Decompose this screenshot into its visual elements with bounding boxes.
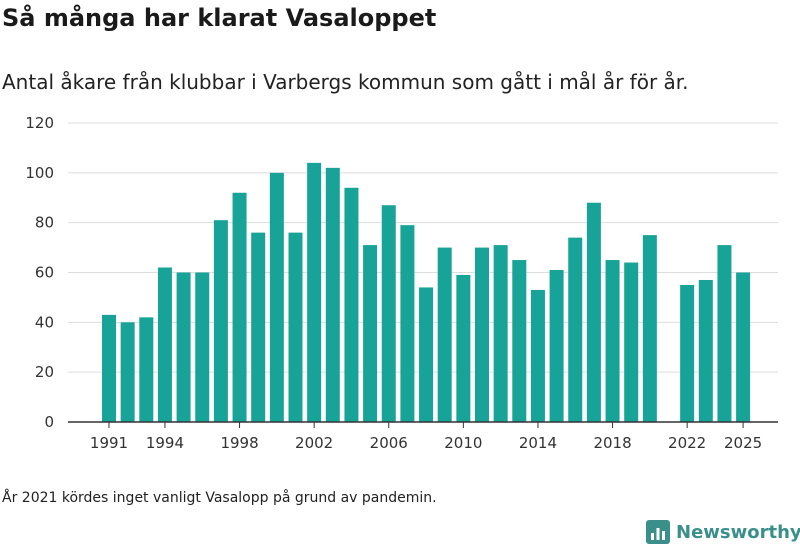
bar-chart: 0 20 40 60 80 100 120 1991 1994 1998 2002 2006 2010 2… xyxy=(25,114,778,452)
bar-2005 xyxy=(363,245,378,422)
bar-chart-logo-icon xyxy=(646,520,670,544)
bar-2001 xyxy=(288,232,303,422)
bar-1998 xyxy=(232,192,247,422)
bar-1994 xyxy=(157,267,172,422)
bar-2015 xyxy=(549,270,564,422)
y-tick-label: 100 xyxy=(25,164,54,182)
x-tick-label: 2014 xyxy=(519,434,557,452)
bar-2023 xyxy=(698,279,713,422)
bar-1991 xyxy=(102,314,116,422)
y-tick-label: 20 xyxy=(35,363,54,381)
axes: 0 20 40 60 80 100 120 1991 1994 1998 2002 2006 2010 2… xyxy=(25,114,778,452)
bar-2018 xyxy=(605,260,620,422)
bar-1997 xyxy=(213,220,228,422)
bar-1996 xyxy=(195,272,210,422)
bar-2013 xyxy=(512,260,527,422)
bar-2007 xyxy=(400,225,415,422)
brand-logo[interactable]: Newsworthy xyxy=(646,520,800,544)
bar-2016 xyxy=(568,237,583,422)
y-tick-label: 60 xyxy=(35,264,54,282)
bar-1995 xyxy=(176,272,191,422)
footnote: År 2021 kördes inget vanligt Vasalopp på… xyxy=(2,490,437,506)
bar-2010 xyxy=(456,274,471,422)
bar-2025 xyxy=(736,272,751,422)
x-tick-label: 1994 xyxy=(146,434,184,452)
y-tick-label: 0 xyxy=(44,413,54,431)
x-tick-label: 1991 xyxy=(90,434,128,452)
bar-2017 xyxy=(586,202,601,422)
bar-2022 xyxy=(680,284,695,422)
bar-1992 xyxy=(120,322,135,422)
bar-2006 xyxy=(381,205,396,422)
bar-2004 xyxy=(344,187,359,422)
bar-2019 xyxy=(624,262,639,422)
chart-title: Så många har klarat Vasaloppet xyxy=(2,4,437,32)
bar-2000 xyxy=(269,172,284,422)
brand-name: Newsworthy xyxy=(676,521,800,543)
bar-2014 xyxy=(530,289,545,422)
x-tick-label: 2010 xyxy=(444,434,482,452)
bar-1999 xyxy=(251,232,266,422)
x-tick-label: 2018 xyxy=(593,434,631,452)
y-tick-label: 80 xyxy=(35,214,54,232)
y-tick-label: 120 xyxy=(25,114,54,132)
x-tick-label: 2025 xyxy=(724,434,762,452)
bar-2012 xyxy=(493,245,508,422)
y-tick-label: 40 xyxy=(35,313,54,331)
x-tick-label: 2022 xyxy=(668,434,706,452)
x-tick-label: 1998 xyxy=(220,434,258,452)
bar-2003 xyxy=(325,167,340,422)
x-tick-label: 2002 xyxy=(295,434,333,452)
bar-2008 xyxy=(419,287,434,422)
bar-2024 xyxy=(717,245,732,422)
bar-2002 xyxy=(307,162,322,422)
chart-subtitle: Antal åkare från klubbar i Varbergs komm… xyxy=(2,70,689,94)
bar-1993 xyxy=(139,317,154,422)
bar-2009 xyxy=(437,247,452,422)
bars xyxy=(102,162,751,422)
x-tick-label: 2006 xyxy=(370,434,408,452)
bar-2011 xyxy=(475,247,489,422)
bar-2020 xyxy=(642,235,657,422)
